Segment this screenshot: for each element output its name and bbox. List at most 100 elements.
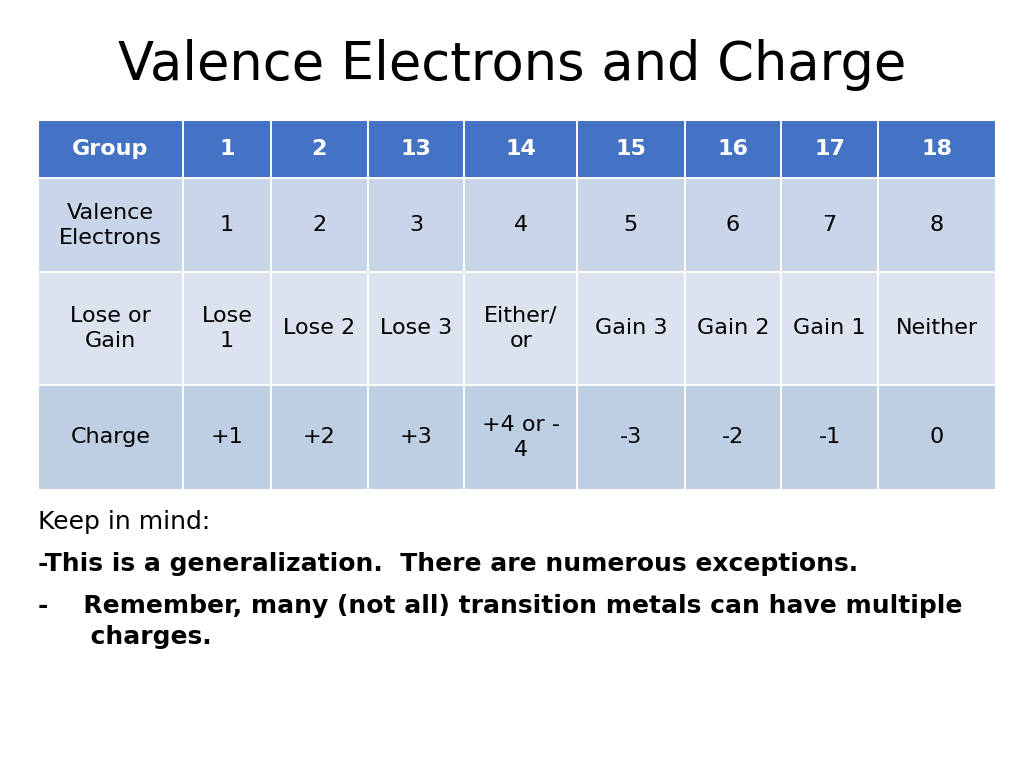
Text: Gain 2: Gain 2 bbox=[696, 319, 769, 339]
Bar bbox=[183, 120, 271, 178]
Bar bbox=[368, 385, 464, 490]
Text: 5: 5 bbox=[624, 215, 638, 235]
Bar bbox=[781, 385, 878, 490]
Bar bbox=[271, 120, 368, 178]
Bar bbox=[183, 178, 271, 272]
Bar bbox=[878, 120, 996, 178]
Bar bbox=[878, 178, 996, 272]
Text: +2: +2 bbox=[303, 428, 336, 448]
Text: 16: 16 bbox=[718, 139, 749, 159]
Bar bbox=[878, 178, 996, 272]
Bar bbox=[183, 385, 271, 490]
Text: 2: 2 bbox=[311, 139, 327, 159]
Text: +3: +3 bbox=[399, 428, 432, 448]
Bar bbox=[464, 120, 578, 178]
Text: 17: 17 bbox=[814, 139, 845, 159]
Bar bbox=[368, 120, 464, 178]
Text: Lose or
Gain: Lose or Gain bbox=[70, 306, 151, 351]
Text: 13: 13 bbox=[400, 139, 431, 159]
Bar bbox=[368, 272, 464, 385]
Bar bbox=[878, 385, 996, 490]
Bar bbox=[578, 120, 684, 178]
Text: 4: 4 bbox=[514, 215, 527, 235]
Bar bbox=[38, 178, 183, 272]
Text: Valence Electrons and Charge: Valence Electrons and Charge bbox=[118, 39, 906, 91]
Bar bbox=[183, 272, 271, 385]
Text: -    Remember, many (not all) transition metals can have multiple
      charges.: - Remember, many (not all) transition me… bbox=[38, 594, 963, 649]
Text: Gain 3: Gain 3 bbox=[595, 319, 667, 339]
Bar bbox=[578, 178, 684, 272]
Bar bbox=[684, 178, 781, 272]
Bar bbox=[183, 178, 271, 272]
Bar bbox=[464, 385, 578, 490]
Bar bbox=[684, 178, 781, 272]
Text: Lose 2: Lose 2 bbox=[284, 319, 355, 339]
Bar bbox=[464, 385, 578, 490]
Text: 18: 18 bbox=[922, 139, 952, 159]
Bar bbox=[38, 385, 183, 490]
Text: +1: +1 bbox=[211, 428, 244, 448]
Bar bbox=[271, 272, 368, 385]
Bar bbox=[271, 385, 368, 490]
Bar bbox=[684, 272, 781, 385]
Bar bbox=[271, 178, 368, 272]
Bar bbox=[578, 385, 684, 490]
Bar bbox=[368, 178, 464, 272]
Bar bbox=[464, 120, 578, 178]
Bar bbox=[183, 385, 271, 490]
Text: 6: 6 bbox=[726, 215, 740, 235]
Bar bbox=[38, 120, 996, 490]
Bar bbox=[578, 120, 684, 178]
Bar bbox=[578, 272, 684, 385]
Bar bbox=[781, 120, 878, 178]
Text: -2: -2 bbox=[722, 428, 744, 448]
Bar bbox=[878, 272, 996, 385]
Text: Group: Group bbox=[73, 139, 148, 159]
Bar bbox=[183, 272, 271, 385]
Bar bbox=[684, 272, 781, 385]
Bar bbox=[464, 272, 578, 385]
Bar bbox=[464, 178, 578, 272]
Bar bbox=[271, 120, 368, 178]
Bar bbox=[684, 385, 781, 490]
Bar bbox=[38, 120, 183, 178]
Bar bbox=[781, 178, 878, 272]
Bar bbox=[781, 385, 878, 490]
Bar bbox=[684, 120, 781, 178]
Text: Valence
Electrons: Valence Electrons bbox=[59, 203, 162, 247]
Text: -This is a generalization.  There are numerous exceptions.: -This is a generalization. There are num… bbox=[38, 552, 858, 576]
Text: 2: 2 bbox=[312, 215, 327, 235]
Bar bbox=[684, 120, 781, 178]
Bar bbox=[183, 120, 271, 178]
Bar bbox=[578, 272, 684, 385]
Bar bbox=[684, 385, 781, 490]
Bar bbox=[271, 272, 368, 385]
Bar bbox=[271, 385, 368, 490]
Text: 15: 15 bbox=[615, 139, 646, 159]
Bar bbox=[38, 120, 183, 178]
Text: 3: 3 bbox=[409, 215, 423, 235]
Bar bbox=[464, 272, 578, 385]
Bar bbox=[368, 272, 464, 385]
Bar bbox=[38, 178, 183, 272]
Bar bbox=[878, 120, 996, 178]
Text: 8: 8 bbox=[930, 215, 944, 235]
Bar bbox=[878, 272, 996, 385]
Bar bbox=[878, 385, 996, 490]
Text: 14: 14 bbox=[505, 139, 537, 159]
Text: -1: -1 bbox=[818, 428, 841, 448]
Text: Charge: Charge bbox=[71, 428, 151, 448]
Bar bbox=[781, 272, 878, 385]
Bar bbox=[368, 385, 464, 490]
Bar bbox=[578, 178, 684, 272]
Text: 0: 0 bbox=[930, 428, 944, 448]
Text: 7: 7 bbox=[822, 215, 837, 235]
Text: Neither: Neither bbox=[896, 319, 978, 339]
Bar bbox=[781, 272, 878, 385]
Text: -3: -3 bbox=[620, 428, 642, 448]
Text: 1: 1 bbox=[219, 139, 234, 159]
Text: Lose 3: Lose 3 bbox=[380, 319, 453, 339]
Text: Either/
or: Either/ or bbox=[484, 306, 557, 351]
Bar bbox=[368, 178, 464, 272]
Text: Keep in mind:: Keep in mind: bbox=[38, 510, 210, 534]
